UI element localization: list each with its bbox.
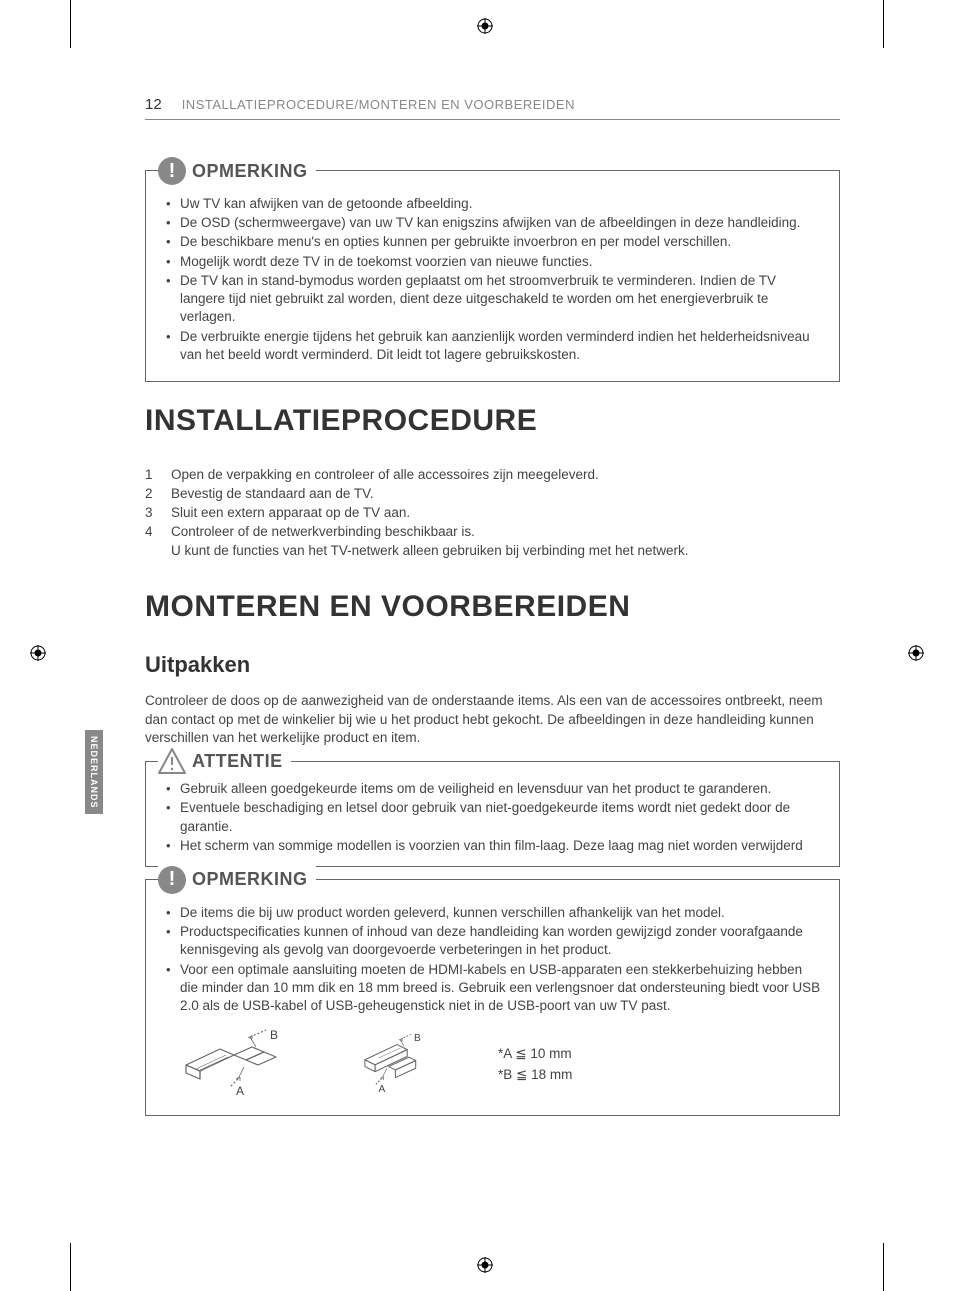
language-tab: NEDERLANDS	[85, 730, 103, 814]
page-number: 12	[145, 96, 162, 113]
list-item: De beschikbare menu's en opties kunnen p…	[164, 233, 821, 251]
list-item: De TV kan in stand-bymodus worden geplaa…	[164, 272, 821, 327]
list-item: De OSD (schermweergave) van uw TV kan en…	[164, 214, 821, 232]
step-item: 1 Open de verpakking en controleer of all…	[145, 466, 840, 485]
section-heading: INSTALLATIEPROCEDURE	[145, 404, 840, 438]
step-item-extra: U kunt de functies van het TV-netwerk al…	[145, 542, 840, 561]
list-item: Uw TV kan afwijken van de getoonde afbee…	[164, 195, 821, 213]
section-heading: MONTEREN EN VOORBEREIDEN	[145, 590, 840, 624]
crop-mark	[70, 1243, 71, 1291]
step-item: 4 Controleer of de netwerkverbinding besc…	[145, 523, 840, 542]
dimension-text: *A ≦ 10 mm *B ≦ 18 mm	[498, 1043, 572, 1086]
step-item: 2 Bevestig de standaard aan de TV.	[145, 485, 840, 504]
connector-diagram-row: B A B	[164, 1029, 821, 1099]
page-body: 12 INSTALLATIEPROCEDURE/MONTEREN EN VOOR…	[145, 96, 840, 1138]
registration-mark-icon	[477, 18, 493, 34]
step-text: U kunt de functies van het TV-netwerk al…	[171, 542, 689, 561]
dimension-b: *B ≦ 18 mm	[498, 1064, 572, 1086]
step-number: 2	[145, 485, 157, 504]
page-header-title: INSTALLATIEPROCEDURE/MONTEREN EN VOORBER…	[182, 97, 575, 112]
crop-mark	[883, 1243, 884, 1291]
step-number: 1	[145, 466, 157, 485]
step-text: Open de verpakking en controleer of alle…	[171, 466, 599, 485]
callout-title: OPMERKING	[192, 869, 308, 890]
attention-callout: ATTENTIE Gebruik alleen goedgekeurde ite…	[145, 761, 840, 867]
note-list: De items die bij uw product worden gelev…	[164, 904, 821, 1015]
attention-list: Gebruik alleen goedgekeurde items om de …	[164, 780, 821, 855]
intro-paragraph: Controleer de doos op de aanwezigheid va…	[145, 692, 840, 747]
info-icon: !	[158, 157, 186, 185]
list-item: De verbruikte energie tijdens het gebrui…	[164, 328, 821, 364]
install-steps: 1 Open de verpakking en controleer of all…	[145, 466, 840, 560]
dim-label-a: A	[378, 1084, 385, 1095]
hdmi-connector-icon: B A	[178, 1029, 308, 1099]
dimension-a: *A ≦ 10 mm	[498, 1043, 572, 1065]
step-text: Sluit een extern apparaat op de TV aan.	[171, 504, 410, 523]
registration-mark-icon	[30, 645, 46, 661]
dim-label-b: B	[414, 1033, 421, 1044]
list-item: De items die bij uw product worden gelev…	[164, 904, 821, 922]
subsection-heading: Uitpakken	[145, 652, 840, 678]
step-number: 3	[145, 504, 157, 523]
info-icon: !	[158, 866, 186, 894]
list-item: Het scherm van sommige modellen is voorz…	[164, 837, 821, 855]
page-header: 12 INSTALLATIEPROCEDURE/MONTEREN EN VOOR…	[145, 96, 840, 120]
crop-mark	[70, 0, 71, 48]
crop-mark	[883, 0, 884, 48]
list-item: Productspecificaties kunnen of inhoud va…	[164, 923, 821, 959]
list-item: Eventuele beschadiging en letsel door ge…	[164, 799, 821, 835]
list-item: Voor een optimale aansluiting moeten de …	[164, 961, 821, 1016]
step-number: 4	[145, 523, 157, 542]
list-item: Mogelijk wordt deze TV in de toekomst vo…	[164, 253, 821, 271]
usb-connector-icon: B A	[348, 1029, 458, 1099]
warning-icon	[158, 748, 186, 774]
list-item: Gebruik alleen goedgekeurde items om de …	[164, 780, 821, 798]
dim-label-b: B	[270, 1029, 278, 1042]
note-callout: ! OPMERKING De items die bij uw product …	[145, 879, 840, 1116]
callout-title: ATTENTIE	[192, 751, 283, 772]
callout-label: ! OPMERKING	[158, 157, 316, 185]
callout-title: OPMERKING	[192, 161, 308, 182]
callout-label: ATTENTIE	[158, 748, 291, 774]
note-callout: ! OPMERKING Uw TV kan afwijken van de ge…	[145, 170, 840, 382]
step-text: Bevestig de standaard aan de TV.	[171, 485, 374, 504]
registration-mark-icon	[908, 645, 924, 661]
dim-label-a: A	[236, 1084, 244, 1098]
step-item: 3 Sluit een extern apparaat op de TV aan.	[145, 504, 840, 523]
step-number	[145, 542, 157, 561]
note-list: Uw TV kan afwijken van de getoonde afbee…	[164, 195, 821, 364]
step-text: Controleer of de netwerkverbinding besch…	[171, 523, 475, 542]
callout-label: ! OPMERKING	[158, 866, 316, 894]
registration-mark-icon	[477, 1257, 493, 1273]
